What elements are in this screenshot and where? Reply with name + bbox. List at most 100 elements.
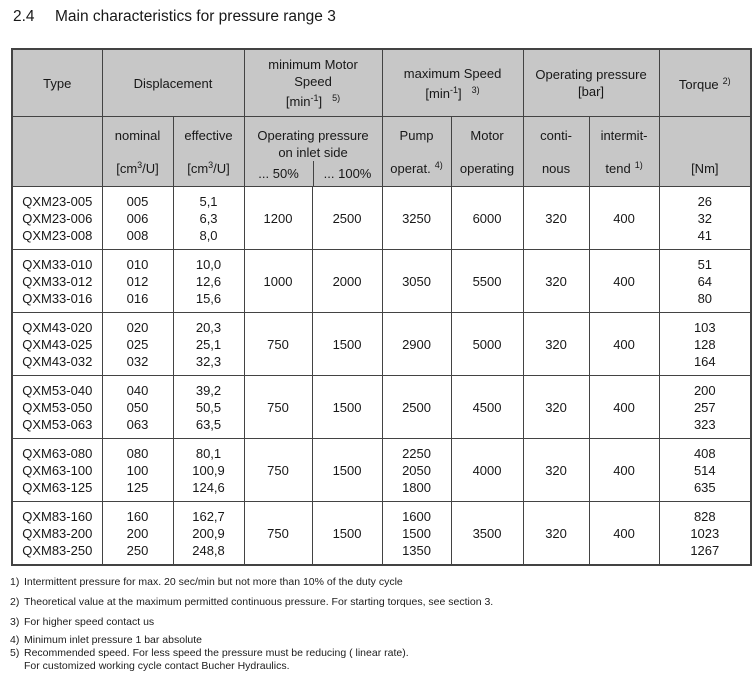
header-unit-line: [Nm] (691, 160, 719, 176)
cell-type: QXM83-160 QXM83-200 QXM83-250 (11, 501, 103, 566)
header-line: Operating pressure (535, 67, 647, 82)
footnote-ref: 4) (434, 159, 443, 170)
header-inlet-title: Operating pressure on inlet side (245, 118, 382, 161)
header-line: nous (541, 160, 571, 176)
footnote-text: Minimum inlet pressure 1 bar absolute (24, 634, 202, 646)
cell-torque: 103 128 164 (658, 312, 752, 376)
cell-pump-operat: 2500 (381, 375, 452, 439)
cell-speed-50: 1200 (243, 186, 313, 250)
cell-intermittent: 400 (588, 249, 660, 313)
footnote-text: Recommended speed. For less speed the pr… (24, 647, 409, 673)
header-unit-line: [min-1] 5) (245, 90, 382, 110)
cell-nominal: 160 200 250 (101, 501, 174, 566)
header-inlet-split: ... 50% ... 100% (245, 160, 382, 186)
section-title: 2.4 Main characteristics for pressure ra… (13, 8, 336, 26)
cell-torque: 408 514 635 (658, 438, 752, 502)
unit-superscript: -1 (449, 84, 458, 95)
header-line: Pump (399, 127, 434, 143)
cell-intermittent: 400 (588, 438, 660, 502)
cell-effective: 80,1 100,9 124,6 (172, 438, 245, 502)
header-operating-pressure: Operating pressure [bar] (522, 48, 660, 117)
table-row-qxm33: QXM33-010 QXM33-012 QXM33-016 010 012 01… (11, 249, 752, 313)
header-continuous: conti- nous (522, 116, 590, 187)
unit-superscript: 3 (137, 159, 143, 170)
header-line: operat. 4) (383, 157, 451, 177)
footnote-4: 4) Minimum inlet pressure 1 bar absolute (10, 634, 493, 647)
footnote-text: For higher speed contact us (24, 616, 155, 628)
cell-intermittent: 400 (588, 501, 660, 566)
cell-intermittent: 400 (588, 186, 660, 250)
section-number: 2.4 (13, 8, 35, 25)
cell-type: QXM53-040 QXM53-050 QXM53-063 (11, 375, 103, 439)
header-line: conti- (540, 127, 572, 143)
cell-torque: 26 32 41 (658, 186, 752, 250)
unit-text: /U] (142, 160, 159, 176)
header-torque-unit: [Nm] (658, 116, 752, 187)
header-unit-line: [cm3/U] (181, 157, 236, 177)
cell-motor-operating: 6000 (450, 186, 524, 250)
cell-intermittent: 400 (588, 312, 660, 376)
cell-nominal: 040 050 063 (101, 375, 174, 439)
header-line: minimum Motor (268, 57, 358, 72)
cell-speed-50: 750 (243, 501, 313, 566)
header-min-motor-speed: minimum Motor Speed [min-1] 5) (243, 48, 383, 117)
header-line: Operating pressure (257, 127, 369, 143)
header-effective: effective [cm3/U] (172, 116, 245, 187)
cell-pump-operat: 2250 2050 1800 (381, 438, 452, 502)
unit-text: ] (458, 85, 462, 101)
cell-torque: 51 64 80 (658, 249, 752, 313)
cell-type: QXM23-005 QXM23-006 QXM23-008 (11, 186, 103, 250)
unit-text: [min (425, 85, 450, 101)
cell-effective: 5,1 6,3 8,0 (172, 186, 245, 250)
cell-speed-50: 750 (243, 375, 313, 439)
header-type: Type (11, 48, 103, 117)
footnote-1: 1) Intermittent pressure for max. 20 sec… (10, 576, 493, 589)
header-nominal: nominal [cm3/U] (101, 116, 174, 187)
header-unit-line: [min-1] 3) (383, 82, 523, 102)
unit-text: [min (285, 94, 311, 109)
table-row-qxm53: QXM53-040 QXM53-050 QXM53-063 040 050 06… (11, 375, 752, 439)
cell-motor-operating: 4500 (450, 375, 524, 439)
cell-continuous: 320 (522, 501, 590, 566)
header-unit-line: [bar] (578, 84, 605, 99)
table-row-qxm63: QXM63-080 QXM63-100 QXM63-125 080 100 12… (11, 438, 752, 502)
cell-continuous: 320 (522, 249, 590, 313)
cell-pump-operat: 3250 (381, 186, 452, 250)
cell-torque: 828 1023 1267 (658, 501, 752, 566)
cell-speed-100: 1500 (311, 312, 383, 376)
section-title-text: Main characteristics for pressure range … (55, 8, 336, 25)
cell-continuous: 320 (522, 186, 590, 250)
header-line: intermit- (600, 127, 648, 143)
cell-type: QXM43-020 QXM43-025 QXM43-032 (11, 312, 103, 376)
header-torque: Torque 2) (658, 48, 752, 117)
header-100-percent: ... 100% (312, 160, 382, 186)
header-row-2: nominal [cm3/U] effective [cm3/U] Operat… (11, 116, 752, 187)
header-empty-cell (11, 116, 103, 187)
cell-nominal: 080 100 125 (101, 438, 174, 502)
footnote-ref: 5) (10, 647, 20, 659)
unit-text: ] (318, 94, 323, 109)
cell-pump-operat: 3050 (381, 249, 452, 313)
cell-continuous: 320 (522, 375, 590, 439)
cell-speed-100: 2000 (311, 249, 383, 313)
header-text: tend (605, 160, 631, 176)
footnote-ref: 4) (10, 634, 20, 646)
header-row-1: Type Displacement minimum Motor Speed [m… (11, 48, 752, 117)
footnote-text: Intermittent pressure for max. 20 sec/mi… (24, 576, 403, 588)
footnote-ref: 3) (10, 616, 20, 628)
header-line: tend 1) (590, 157, 659, 177)
cell-continuous: 320 (522, 312, 590, 376)
unit-superscript: 3 (208, 159, 214, 170)
cell-type: QXM63-080 QXM63-100 QXM63-125 (11, 438, 103, 502)
footnote-ref: 2) (10, 596, 20, 608)
unit-text: /U] (213, 160, 230, 176)
cell-motor-operating: 4000 (450, 438, 524, 502)
unit-text: [cm (116, 160, 138, 176)
unit-text: [cm (187, 160, 209, 176)
cell-motor-operating: 5000 (450, 312, 524, 376)
cell-speed-50: 1000 (243, 249, 313, 313)
header-line: Speed (294, 74, 332, 89)
header-line: maximum Speed (403, 65, 502, 81)
footnote-text: Theoretical value at the maximum permitt… (24, 596, 494, 608)
